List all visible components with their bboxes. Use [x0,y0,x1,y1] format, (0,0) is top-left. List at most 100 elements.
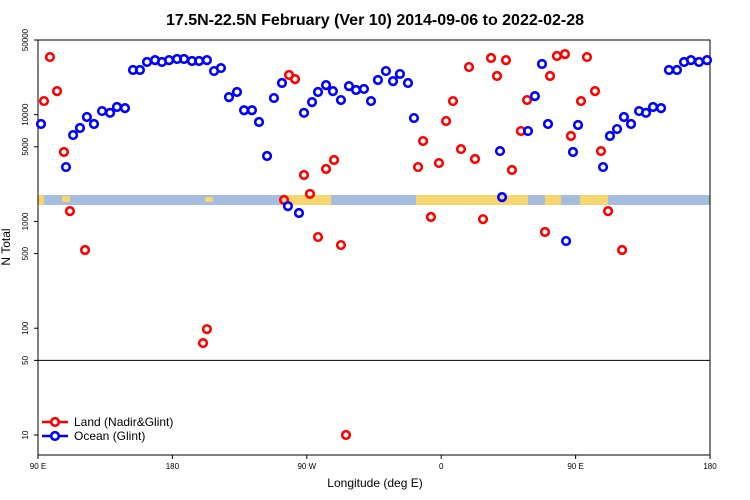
map-strip [38,195,710,205]
point [58,146,70,158]
point [38,95,50,107]
point [44,51,56,63]
point [304,188,316,200]
point [565,130,577,142]
point [663,64,675,76]
y-tick-label: 5000 [21,137,30,155]
point [358,83,370,95]
plot-frame [37,39,711,456]
point [559,48,571,60]
point [693,56,705,68]
y-axis-label: N Total [0,228,13,265]
y-tick-label: 100 [21,321,30,335]
point [163,55,175,66]
point [529,91,541,102]
x-tick-label: 0 [439,462,444,471]
point [238,105,250,116]
point [477,214,489,225]
point [306,97,318,108]
point [335,94,347,106]
point [671,64,683,76]
point [51,86,63,97]
point [380,65,392,77]
land-strip [580,195,608,205]
x-tick-label: 90 E [30,462,46,471]
point [178,53,190,65]
point [402,77,414,89]
point [96,105,108,117]
point [616,244,628,256]
point [447,95,459,107]
point [312,86,324,98]
point [64,205,76,217]
point [647,101,659,113]
land-strip [205,197,213,202]
point [433,157,445,169]
point [60,161,72,173]
point [134,64,146,76]
legend-label: Land (Nadir&Glint) [74,415,173,429]
land-strip [62,196,70,202]
point [340,429,352,441]
point [215,62,227,74]
point [602,205,614,217]
legend-marker [49,430,61,442]
x-tick-label: 180 [703,462,717,471]
point [111,101,123,113]
point [223,91,235,103]
point [365,95,377,107]
point [335,239,347,251]
point [500,55,512,66]
point [463,61,475,73]
x-axis-label: Longitude (deg E) [327,476,422,490]
point [253,116,265,128]
legend-label: Ocean (Glint) [74,429,145,443]
point [455,143,467,155]
point [611,123,623,135]
land-strip [416,195,528,205]
point [350,84,362,96]
point [261,150,273,162]
point [141,56,153,68]
point [701,55,713,66]
point [625,118,637,130]
point [572,119,584,131]
point [536,58,548,70]
point [387,76,399,87]
point [485,52,497,64]
land-strip [545,195,561,205]
chart-title: 17.5N-22.5N February (Ver 10) 2014-09-06… [166,12,584,29]
point [201,55,213,66]
point [496,192,508,203]
point [408,112,420,124]
point [79,244,91,256]
point [201,324,213,335]
point [74,122,86,134]
point [289,74,301,85]
point [440,115,452,127]
point [506,164,518,176]
ocean-strip [38,195,710,205]
point [372,74,384,86]
point [618,111,630,123]
point [298,107,310,118]
point [268,92,280,104]
point [575,95,587,107]
point [604,130,616,142]
y-tick-label: 50 [21,355,30,364]
point [521,94,533,106]
point [394,68,406,80]
point [544,70,556,82]
point [542,118,554,130]
point [469,153,481,165]
land-strip [38,195,44,205]
point [327,86,339,97]
point [417,135,429,147]
point [193,55,205,67]
point [412,161,424,173]
land-strip [283,195,331,205]
point [551,50,563,62]
point [589,86,601,97]
